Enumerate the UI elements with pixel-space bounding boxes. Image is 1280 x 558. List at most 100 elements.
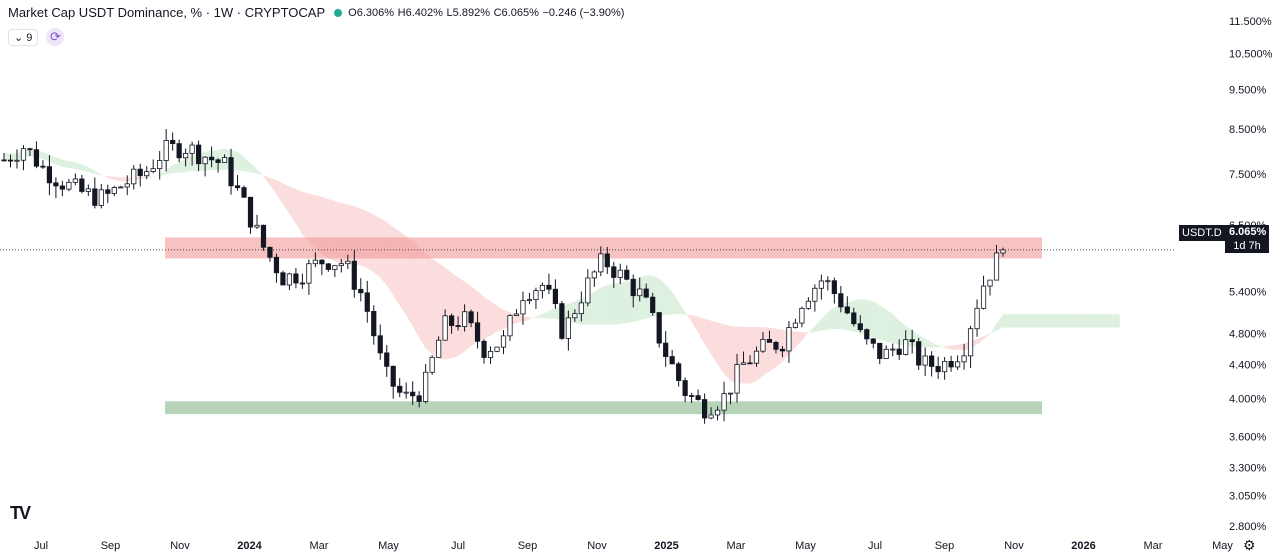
cloud-segment	[873, 301, 880, 340]
cloud-segment	[166, 165, 173, 175]
x-tick-label: Mar	[727, 540, 746, 552]
candle-down	[208, 156, 215, 161]
cloud-segment	[613, 282, 621, 325]
cloud-segment	[775, 328, 783, 368]
ichimoku-cloud	[4, 148, 1120, 384]
candle-down	[689, 395, 695, 397]
gear-icon[interactable]: ⚙	[1243, 537, 1256, 553]
candle-up	[150, 168, 156, 172]
candle-up	[533, 290, 539, 301]
candle-up	[494, 346, 500, 352]
cloud-segment	[406, 236, 413, 327]
candle-down	[280, 272, 286, 286]
candle-down	[676, 363, 682, 381]
cloud-segment	[497, 305, 504, 332]
ohlc-high: H6.402%	[397, 6, 443, 19]
x-tick-label: May	[378, 540, 399, 552]
candle-down	[643, 288, 649, 298]
candle-up	[500, 335, 507, 348]
cloud-segment	[535, 313, 543, 318]
cloud-segment	[153, 174, 160, 178]
cloud-segment	[834, 304, 841, 330]
candle-down	[831, 280, 837, 295]
candle-down	[611, 266, 617, 278]
cloud-segment	[795, 331, 802, 348]
cloud-segment	[282, 183, 290, 214]
cloud-segment	[256, 168, 264, 177]
candle-down	[650, 296, 656, 313]
cloud-segment	[237, 152, 245, 172]
cloud-segment	[516, 314, 523, 324]
y-axis: 11.500%10.500%9.500%8.500%7.500%6.500%5.…	[1229, 16, 1273, 533]
candle-down	[896, 348, 902, 355]
candle-down	[929, 355, 935, 367]
cloud-segment	[458, 277, 465, 357]
candle-up	[98, 189, 104, 206]
candle-up	[157, 160, 163, 170]
cloud-segment	[205, 150, 212, 171]
x-tick-label: Jul	[868, 540, 882, 552]
y-tick-label: 3.050%	[1229, 491, 1267, 503]
candle-down	[267, 246, 273, 258]
candle-down	[747, 362, 753, 365]
cloud-segment	[944, 345, 952, 350]
x-tick-label: May	[795, 540, 816, 552]
last-price-label: 6.065%	[1225, 225, 1269, 239]
cloud-segment	[1061, 314, 1068, 328]
candle-up	[124, 183, 130, 188]
candle-up	[591, 271, 597, 279]
cloud-segment	[600, 284, 608, 325]
indicator-controls: ⌄ 9 ⟳	[8, 28, 65, 46]
candle-down	[351, 260, 357, 290]
cloud-segment	[977, 336, 984, 345]
cloud-segment	[821, 312, 828, 331]
candle-down	[234, 185, 241, 189]
cloud-segment	[1067, 314, 1075, 328]
candle-up	[520, 300, 526, 315]
cloud-segment	[432, 258, 439, 359]
candle-up	[403, 391, 409, 394]
candle-down	[319, 259, 325, 265]
candle-down	[701, 399, 708, 419]
candle-down	[624, 269, 630, 280]
cloud-segment	[659, 278, 666, 316]
symbol-label: USDT.D	[1179, 225, 1225, 241]
cloud-segment	[276, 180, 283, 205]
candle-down	[779, 348, 786, 352]
cloud-segment	[140, 176, 147, 179]
cloud-segment	[801, 332, 809, 341]
candle-down	[377, 335, 383, 354]
indicators-toggle-button[interactable]: ⌄ 9	[8, 28, 39, 46]
candle-up	[922, 355, 928, 366]
cloud-segment	[1106, 314, 1114, 328]
tradingview-logo[interactable]: TV	[10, 503, 31, 523]
candle-down	[909, 339, 915, 343]
candle-down	[397, 385, 403, 393]
candle-up	[565, 317, 571, 339]
cloud-segment	[10, 153, 17, 161]
candle-down	[358, 288, 364, 294]
cloud-segment	[185, 155, 193, 173]
cloud-segment	[81, 164, 89, 173]
cloud-segment	[55, 157, 63, 167]
cloud-segment	[386, 222, 394, 296]
chart-title: Market Cap USDT Dominance, % · 1W · CRYP…	[8, 5, 326, 20]
candle-up	[572, 313, 578, 319]
cloud-segment	[101, 174, 108, 178]
candle-up	[72, 178, 78, 183]
cloud-segment	[62, 159, 69, 169]
candle-down	[552, 288, 558, 305]
x-tick-label: Jul	[34, 540, 48, 552]
candle-up	[799, 308, 805, 324]
candle-up	[111, 187, 117, 194]
candle-up	[539, 284, 546, 291]
sync-icon[interactable]: ⟳	[46, 28, 65, 46]
candle-up	[14, 159, 20, 162]
candle-down	[260, 224, 267, 248]
countdown-label: 1d 7h	[1225, 239, 1269, 253]
cloud-segment	[146, 176, 154, 179]
cloud-segment	[639, 275, 647, 321]
candle-down	[215, 159, 221, 163]
cloud-segment	[75, 161, 82, 171]
